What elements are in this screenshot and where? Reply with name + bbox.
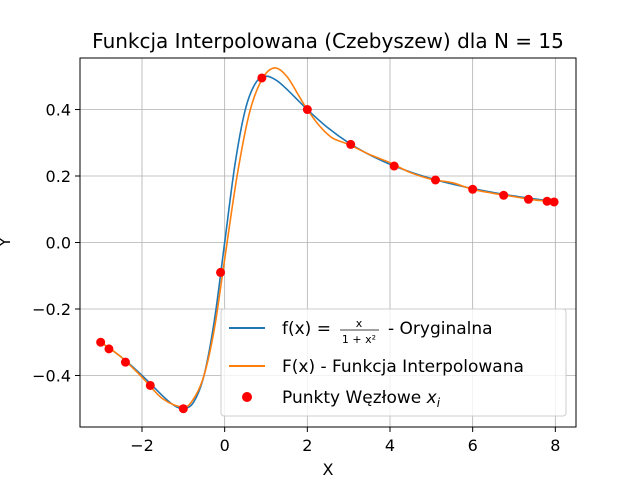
node-point	[216, 267, 226, 277]
legend-label-nodes-var: x	[426, 388, 438, 408]
y-tick-label: −0.2	[32, 300, 71, 319]
node-point	[96, 337, 106, 347]
node-point	[346, 139, 356, 149]
legend: f(x) = x 1 + x² - Oryginalna F(x) - Funk…	[220, 308, 567, 417]
x-tick-label: 2	[302, 436, 312, 455]
node-point	[302, 105, 312, 115]
plot-area: −2 0 2 4 6 8 −0.4 −0.2 0.0 0.2 0.4	[32, 57, 577, 455]
x-axis-label: X	[323, 460, 334, 479]
legend-label-nodes: Punkty Węzłowe xi	[282, 388, 441, 410]
legend-label-original-prefix: f(x) =	[282, 319, 331, 339]
node-point	[145, 380, 155, 390]
node-point	[523, 194, 533, 204]
legend-label-original-suffix: - Oryginalna	[388, 319, 493, 339]
y-tick-label: 0.4	[46, 101, 71, 120]
chart-title: Funkcja Interpolowana (Czebyszew) dla N …	[92, 29, 564, 53]
y-tick-label: 0.2	[46, 167, 71, 186]
node-point	[389, 161, 399, 171]
node-point	[178, 404, 188, 414]
legend-label-original-denominator: 1 + x²	[342, 333, 376, 346]
y-axis-ticks: −0.4 −0.2 0.0 0.2 0.4	[32, 101, 80, 385]
x-tick-label: 4	[385, 436, 395, 455]
y-tick-label: 0.0	[46, 234, 71, 253]
x-tick-label: 8	[550, 436, 560, 455]
legend-label-original-numerator: x	[356, 317, 363, 330]
series-line-interpolated	[100, 67, 556, 408]
node-point	[257, 73, 267, 83]
x-tick-label: 0	[220, 436, 230, 455]
node-point	[120, 357, 130, 367]
series-nodes	[96, 73, 559, 414]
x-tick-label: 6	[468, 436, 478, 455]
node-point	[549, 197, 559, 207]
node-point	[542, 196, 552, 206]
node-point	[104, 344, 114, 354]
legend-label-interpolated: F(x) - Funkcja Interpolowana	[282, 357, 524, 377]
series-layer	[96, 67, 559, 414]
y-tick-label: −0.4	[32, 366, 71, 385]
x-tick-label: −2	[130, 436, 154, 455]
legend-label-nodes-sub: i	[437, 396, 441, 410]
node-point	[430, 175, 440, 185]
legend-label-nodes-main: Punkty Węzłowe	[282, 388, 421, 408]
legend-box	[220, 308, 567, 417]
legend-swatch-nodes	[242, 392, 252, 402]
x-axis-ticks: −2 0 2 4 6 8	[130, 427, 560, 455]
node-point	[499, 190, 509, 200]
node-point	[468, 184, 478, 194]
y-axis-label: Y	[0, 237, 14, 248]
